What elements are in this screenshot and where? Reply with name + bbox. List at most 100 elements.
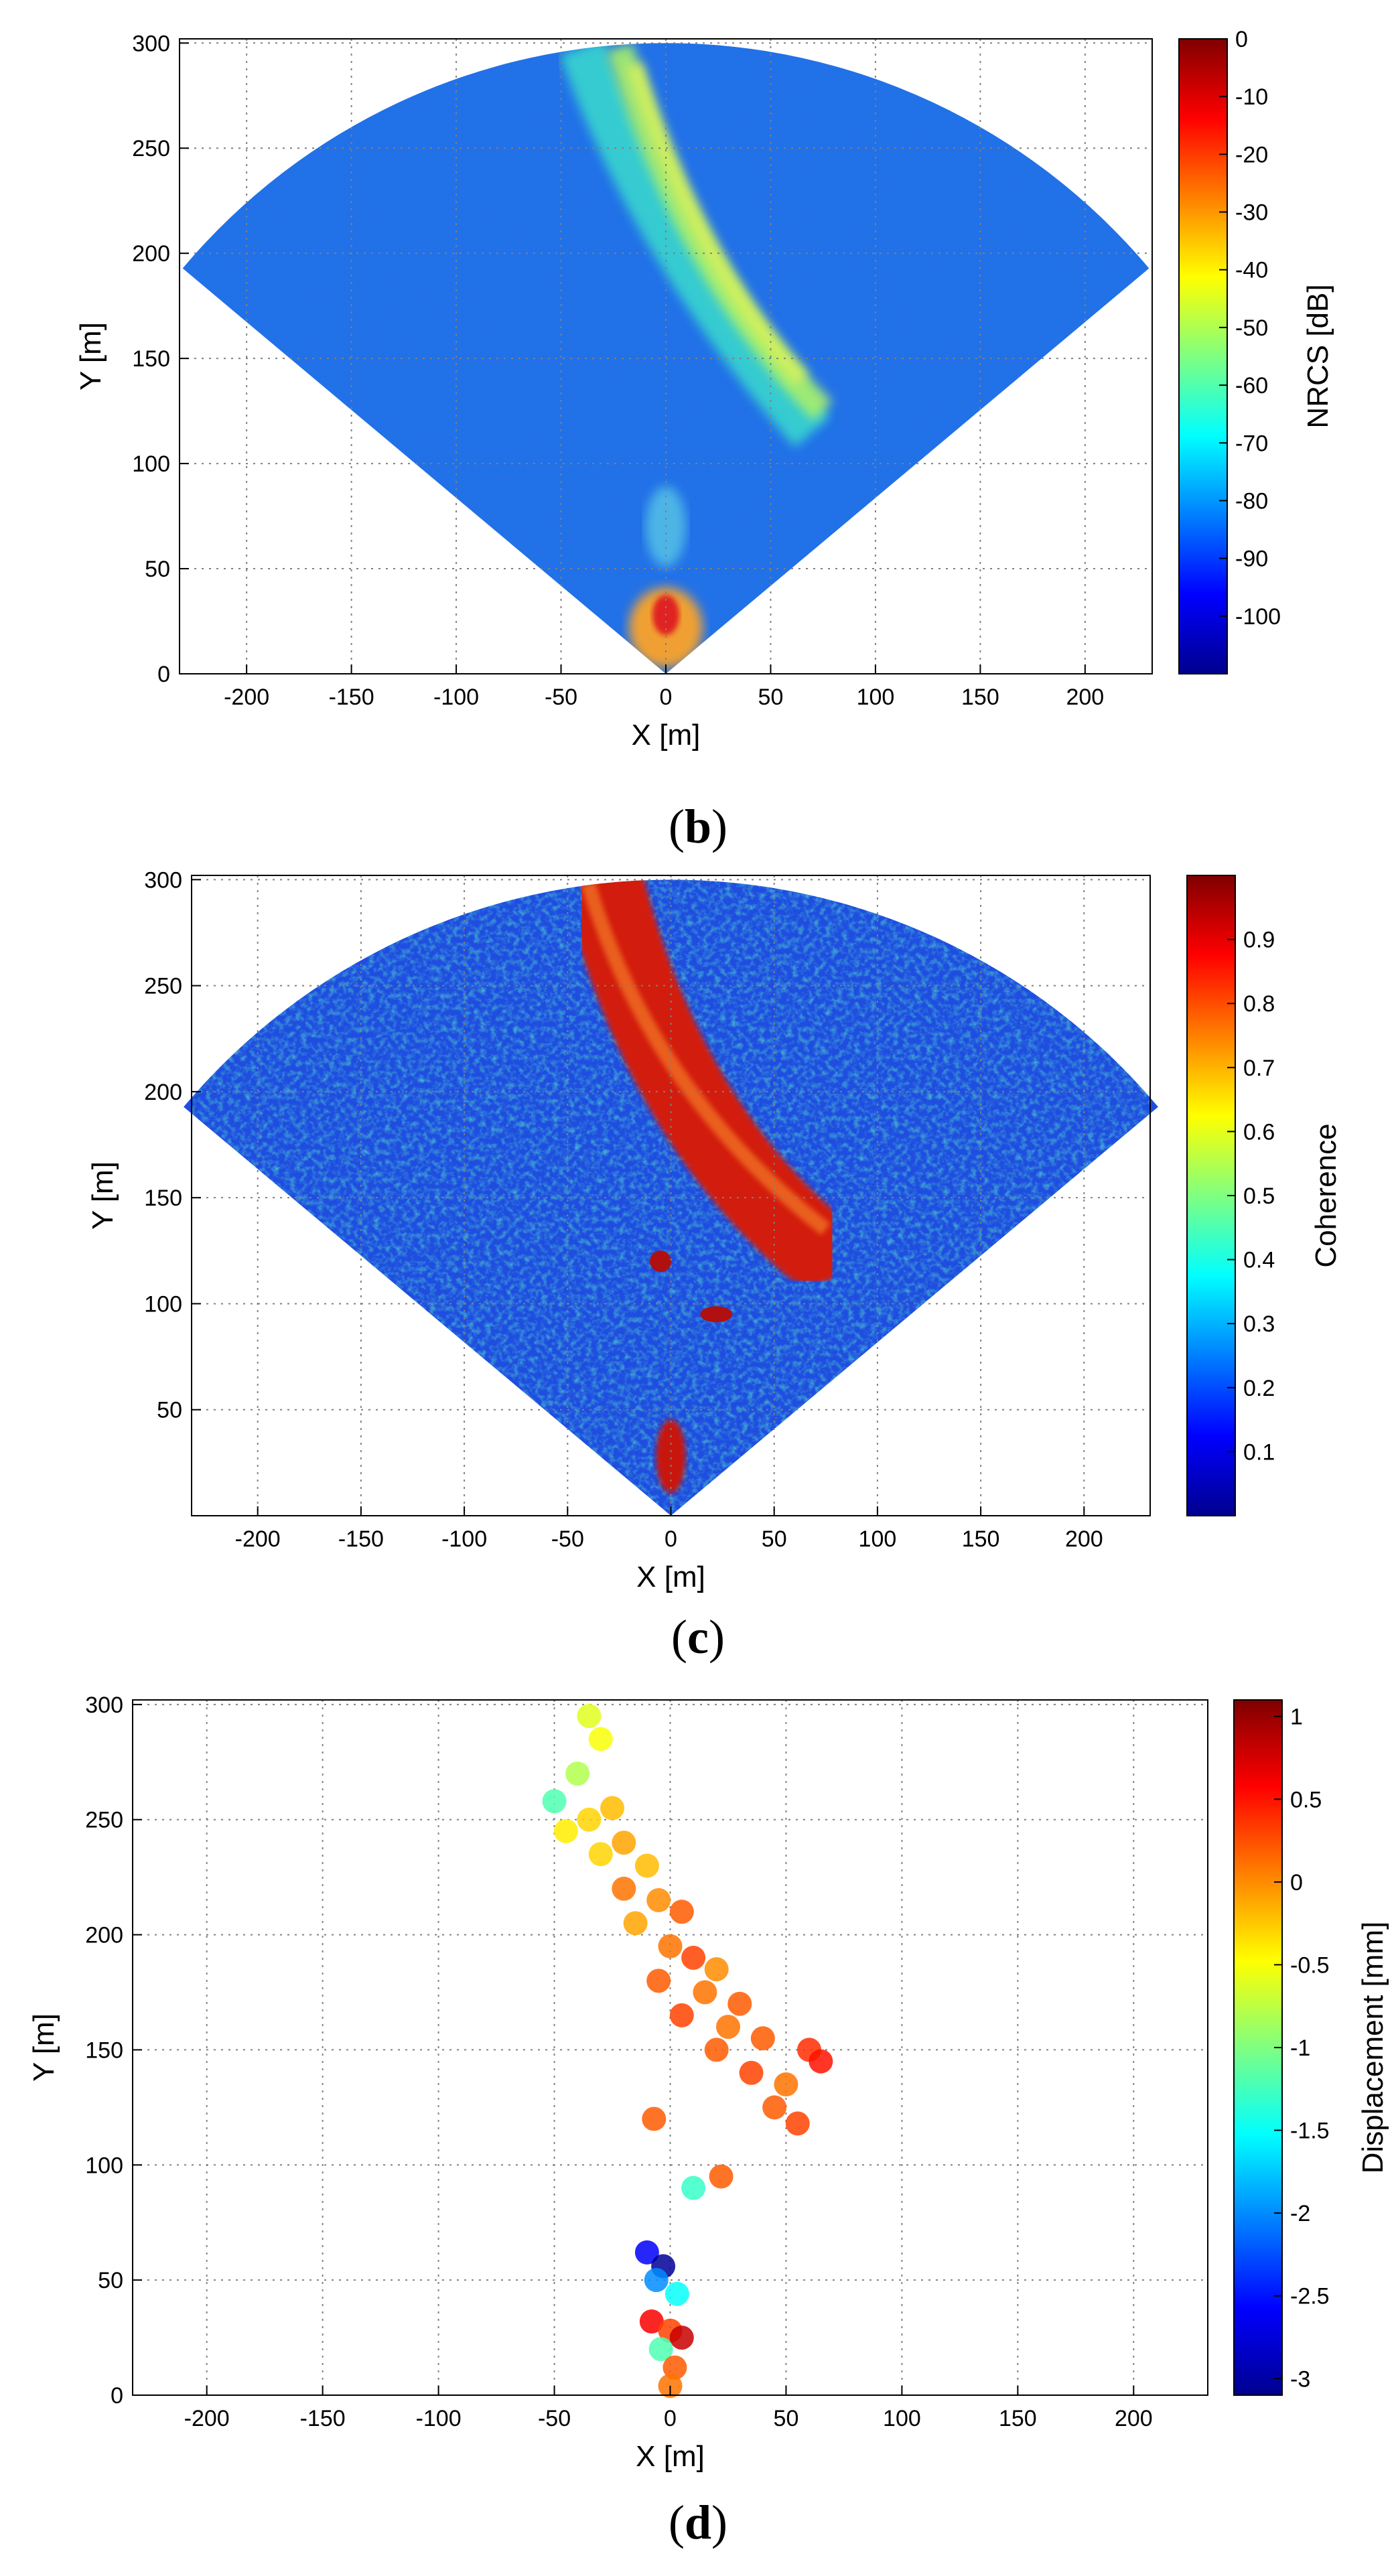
colorbar-tick-label: 0 xyxy=(1235,27,1248,52)
data-point xyxy=(565,1761,590,1786)
colorbar-label: Displacement [mm] xyxy=(1356,1922,1389,2174)
y-tick-label: 0 xyxy=(111,2383,123,2409)
x-axis-label: X [m] xyxy=(632,719,701,752)
data-point xyxy=(634,1853,659,1878)
colorbar-tick-label: 0 xyxy=(1290,1870,1303,1895)
data-point xyxy=(762,2095,787,2120)
colorbar-tick-label: 0.1 xyxy=(1243,1439,1275,1465)
data-point xyxy=(612,1876,636,1901)
caption-letter: d xyxy=(685,2496,711,2549)
colorbar-tick-label: -90 xyxy=(1235,547,1268,572)
caption-letter: c xyxy=(687,1610,709,1664)
panel-caption: (b) xyxy=(669,800,727,853)
colorbar-tick-label: -2.5 xyxy=(1290,2284,1330,2309)
data-point xyxy=(612,1831,636,1855)
x-tick-label: -100 xyxy=(416,2406,462,2431)
panel-b: -200 -150 -100 -50 0 50 100 150 2000501001502002… xyxy=(74,27,1334,853)
x-tick-label: 50 xyxy=(762,1526,787,1552)
caption-letter: b xyxy=(685,800,711,853)
colorbar: 0 -10 -20 -30 -40 -50 -60 -70 -80 -90 -100 NRCS [dB… xyxy=(1178,27,1334,674)
x-tick-label: -50 xyxy=(538,2406,571,2431)
y-tick-label: 250 xyxy=(85,1808,123,1833)
x-tick-label: 200 xyxy=(1066,685,1104,710)
colorbar-tick-label: -10 xyxy=(1235,84,1268,110)
data-point xyxy=(542,1789,567,1814)
x-tick-label: 0 xyxy=(664,2406,677,2431)
data-point xyxy=(644,2268,669,2293)
data-point xyxy=(709,2164,734,2189)
x-tick-label: -200 xyxy=(184,2406,230,2431)
colorbar-gradient xyxy=(1178,38,1228,674)
colorbar-tick-label: 0.9 xyxy=(1243,928,1275,953)
data-point xyxy=(634,2240,659,2265)
x-tick-label: 150 xyxy=(999,2406,1037,2431)
y-axis-label: Y [m] xyxy=(27,2013,60,2082)
y-tick-label: 200 xyxy=(132,241,170,267)
colorbar-tick-label: 0.8 xyxy=(1243,991,1275,1017)
x-tick-label: 200 xyxy=(1065,1526,1103,1552)
colorbar-tick-label: -3 xyxy=(1290,2366,1310,2392)
y-tick-label: 200 xyxy=(144,1080,182,1105)
x-tick-label: 200 xyxy=(1115,2406,1153,2431)
colorbar-tick-label: 0.5 xyxy=(1290,1787,1322,1812)
x-tick-label: -50 xyxy=(551,1526,584,1552)
data-point xyxy=(669,2325,694,2350)
x-tick-label: 100 xyxy=(883,2406,921,2431)
y-tick-label: 250 xyxy=(132,136,170,161)
x-tick-label: -100 xyxy=(441,1526,487,1552)
x-tick-label: 150 xyxy=(961,685,999,710)
panel-c: -200 -150 -100 -50 0 50 100 150 200 50 100 150 200 25… xyxy=(86,867,1342,1664)
x-tick-label: 0 xyxy=(660,685,673,710)
panel-caption: (d) xyxy=(669,2496,727,2549)
colorbar-tick-label: 0.6 xyxy=(1243,1119,1275,1145)
colorbar-tick-label: 0.5 xyxy=(1243,1184,1275,1209)
x-axis-label: X [m] xyxy=(636,1561,705,1593)
y-tick-label: 150 xyxy=(132,346,170,372)
near-field-core xyxy=(656,1419,686,1494)
colorbar-tick-label: -2 xyxy=(1290,2201,1310,2226)
x-tick-label: 100 xyxy=(859,1526,897,1552)
colorbar-tick-label: -70 xyxy=(1235,431,1268,456)
data-point xyxy=(646,1969,671,1993)
colorbar-tick-label: -60 xyxy=(1235,373,1268,399)
slope-band xyxy=(626,62,809,385)
y-tick-label: 250 xyxy=(144,974,182,999)
data-point xyxy=(623,1911,648,1936)
data-point xyxy=(715,2015,740,2040)
data-point xyxy=(704,1957,729,1982)
data-point xyxy=(809,2049,833,2074)
y-tick-label: 150 xyxy=(144,1186,182,1211)
data-point xyxy=(646,1888,671,1913)
data-point xyxy=(704,2037,729,2062)
data-point xyxy=(588,1842,613,1867)
data-point xyxy=(662,2355,687,2380)
panel-d: -200 -150 -100 -50 0 50 100 150 200 0 50 100 150 200 2… xyxy=(27,1693,1389,2549)
colorbar: 0.9 0.8 0.7 0.6 0.5 0.4 0.3 0.2 0.1 Coherence xyxy=(1186,875,1342,1516)
data-point xyxy=(639,2309,664,2334)
data-point xyxy=(648,2337,673,2362)
data-point xyxy=(588,1727,613,1751)
colorbar-tick-label: -1.5 xyxy=(1290,2119,1330,2144)
colorbar-tick-label: 0.7 xyxy=(1243,1056,1275,1081)
y-tick-label: 100 xyxy=(85,2153,123,2178)
x-tick-label: 150 xyxy=(962,1526,1000,1552)
data-point xyxy=(693,1980,717,2005)
data-point xyxy=(665,2281,689,2306)
x-axis-label: X [m] xyxy=(636,2440,705,2473)
colorbar-tick-label: -20 xyxy=(1235,142,1268,167)
data-point xyxy=(577,1704,602,1729)
colorbar-tick-label: -80 xyxy=(1235,488,1268,514)
x-tick-label: 0 xyxy=(665,1526,677,1552)
data-point xyxy=(669,1900,694,1924)
slope-edge xyxy=(581,881,831,1236)
y-tick-label: 0 xyxy=(157,662,170,687)
data-point xyxy=(669,2003,694,2027)
colorbar-tick-label: -100 xyxy=(1235,604,1281,630)
y-axis-label: Y [m] xyxy=(74,322,107,390)
x-tick-label: -150 xyxy=(338,1526,384,1552)
data-point xyxy=(642,2106,667,2131)
data-point xyxy=(658,1934,683,1958)
x-tick-label: 50 xyxy=(758,685,784,710)
x-tick-label: -150 xyxy=(329,685,374,710)
